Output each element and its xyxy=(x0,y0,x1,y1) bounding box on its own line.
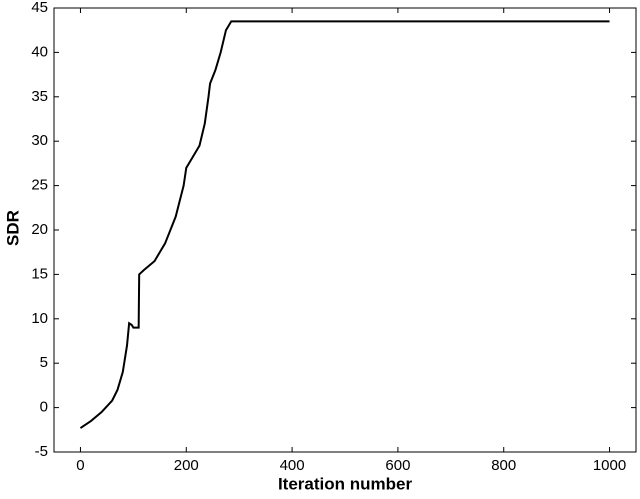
x-axis-label: Iteration number xyxy=(278,474,413,493)
y-tick-label: 0 xyxy=(40,399,48,416)
x-tick-label: 200 xyxy=(174,457,199,474)
y-tick-label: -5 xyxy=(35,443,48,460)
y-tick-label: 40 xyxy=(31,43,48,60)
x-tick-label: 400 xyxy=(280,457,305,474)
plot-frame xyxy=(53,7,637,453)
line xyxy=(79,20,610,429)
y-tick-label: 20 xyxy=(31,221,48,238)
y-tick-label: 5 xyxy=(40,354,48,371)
x-tick-label: 0 xyxy=(76,457,84,474)
y-axis-label: SDR xyxy=(3,210,22,246)
y-tick-label: 45 xyxy=(31,0,48,16)
y-tick-label: 35 xyxy=(31,88,48,105)
x-tick-label: 800 xyxy=(491,457,516,474)
x-tick-label: 1000 xyxy=(593,457,626,474)
y-tick-label: 10 xyxy=(31,310,48,327)
y-tick-label: 25 xyxy=(31,177,48,194)
y-tick-label: 15 xyxy=(31,265,48,282)
x-tick-label: 600 xyxy=(385,457,410,474)
y-tick-label: 30 xyxy=(31,132,48,149)
